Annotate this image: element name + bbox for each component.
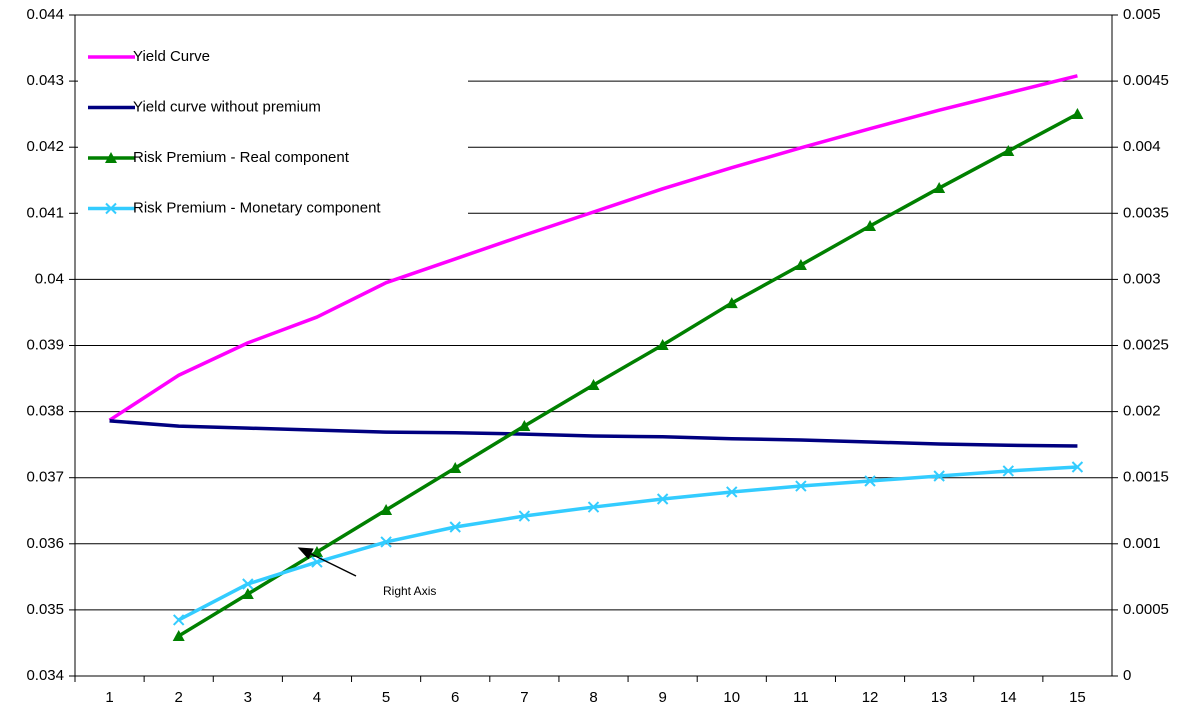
y-tick-label: 0.037 (26, 469, 64, 486)
series-line (177, 112, 1079, 638)
x-tick-label: 13 (931, 689, 948, 706)
x-tick-label: 9 (658, 689, 666, 706)
y-tick-label: 0.036 (26, 535, 64, 552)
annotation-arrow (297, 547, 357, 577)
legend-marker (105, 202, 117, 215)
y-tick-label: 0.04 (35, 270, 64, 287)
x-tick-label: 4 (313, 689, 321, 706)
data-point (518, 420, 531, 432)
y2-tick-label: 0.0015 (1123, 469, 1169, 486)
series-line (108, 74, 1078, 422)
y-tick-label: 0.043 (26, 72, 64, 89)
series-line (109, 419, 1078, 448)
y-tick-label: 0.044 (26, 6, 64, 23)
legend-label: Risk Premium - Monetary component (133, 199, 381, 216)
y2-tick-label: 0.0045 (1123, 72, 1169, 89)
y-tick-label: 0.042 (26, 138, 64, 155)
data-point (587, 379, 600, 391)
data-point (172, 614, 185, 626)
data-point (933, 182, 946, 194)
data-point (795, 480, 807, 492)
x-tick-label: 6 (451, 689, 459, 706)
y2-tick-label: 0.003 (1123, 270, 1161, 287)
y2-tick-label: 0 (1123, 667, 1131, 684)
x-tick-label: 10 (723, 689, 740, 706)
x-tick-label: 2 (175, 689, 183, 706)
x-tick-label: 7 (520, 689, 528, 706)
data-point (449, 521, 461, 533)
x-tick-label: 5 (382, 689, 390, 706)
y2-tick-label: 0.005 (1123, 6, 1161, 23)
series-line (177, 465, 1078, 622)
x-tick-label: 1 (105, 689, 113, 706)
legend-box (78, 20, 468, 235)
x-tick-label: 15 (1069, 689, 1086, 706)
legend-marker (105, 152, 117, 163)
plot-frame (74, 14, 1113, 677)
data-point (933, 470, 945, 482)
data-point (1002, 145, 1015, 157)
data-point (380, 503, 393, 515)
y2-tick-label: 0.002 (1123, 403, 1161, 420)
legend-label: Risk Premium - Real component (133, 149, 350, 166)
data-point (1071, 108, 1084, 120)
x-tick-label: 3 (244, 689, 252, 706)
data-point (656, 493, 669, 505)
x-tick-label: 8 (589, 689, 597, 706)
data-point (587, 501, 600, 513)
y2-tick-label: 0.0025 (1123, 336, 1169, 353)
data-point (518, 510, 531, 522)
data-point (1002, 465, 1015, 477)
y2-tick-label: 0.001 (1123, 535, 1161, 552)
data-point (241, 588, 254, 600)
data-point (310, 545, 323, 557)
y-tick-label: 0.038 (26, 403, 64, 420)
y2-tick-label: 0.0005 (1123, 601, 1169, 618)
data-point (864, 219, 877, 231)
x-tick-label: 14 (1000, 689, 1017, 706)
legend-label: Yield curve without premium (133, 98, 321, 115)
y-tick-label: 0.041 (26, 204, 64, 221)
data-point (864, 475, 876, 487)
data-point (656, 338, 669, 350)
data-point (726, 486, 738, 498)
data-point (1071, 461, 1084, 473)
data-point (172, 629, 185, 641)
y2-tick-label: 0.004 (1123, 138, 1161, 155)
x-tick-label: 12 (862, 689, 879, 706)
y2-tick-label: 0.0035 (1123, 204, 1169, 221)
data-point (242, 578, 254, 590)
legend-label: Yield Curve (133, 48, 210, 65)
data-point (380, 536, 392, 548)
y-tick-label: 0.035 (26, 601, 64, 618)
annotation: Right Axis (383, 584, 436, 598)
data-point (794, 258, 807, 270)
y-tick-label: 0.034 (26, 667, 64, 684)
data-point (725, 297, 738, 309)
x-tick-label: 11 (793, 689, 809, 706)
data-point (449, 462, 462, 474)
y-tick-label: 0.039 (26, 336, 64, 353)
